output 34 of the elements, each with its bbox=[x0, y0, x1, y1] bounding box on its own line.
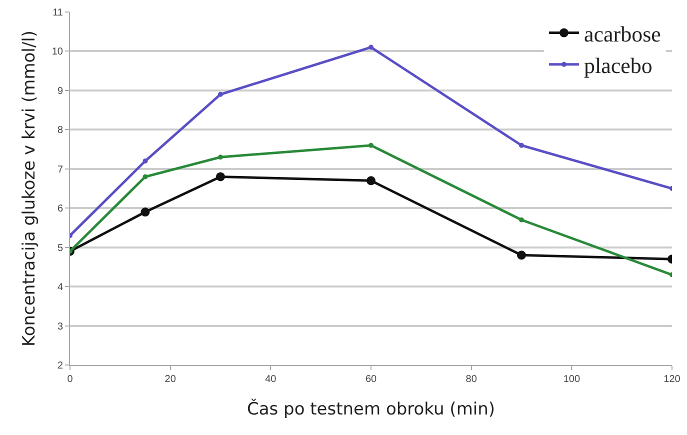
point bbox=[218, 154, 223, 160]
y-tick-label: 7 bbox=[57, 164, 64, 176]
legend-label: acarbose bbox=[584, 21, 661, 46]
y-tick-label: 6 bbox=[57, 204, 64, 215]
point bbox=[368, 142, 374, 148]
point bbox=[519, 142, 524, 148]
point bbox=[368, 44, 374, 50]
y-tick-label: 4 bbox=[57, 282, 64, 294]
x-tick-label: 80 bbox=[466, 374, 478, 385]
x-tick-label: 0 bbox=[67, 374, 74, 385]
x-tick-label: 40 bbox=[265, 374, 277, 385]
point bbox=[142, 174, 148, 180]
x-tick-label: 120 bbox=[664, 374, 681, 385]
point bbox=[366, 176, 376, 186]
y-tick-label: 8 bbox=[57, 125, 64, 136]
x-tick-label: 60 bbox=[365, 374, 377, 385]
point bbox=[140, 208, 150, 217]
point bbox=[216, 172, 225, 182]
y-tick-label: 3 bbox=[57, 321, 64, 332]
y-tick-label: 9 bbox=[57, 86, 64, 97]
y-tick-label: 11 bbox=[52, 8, 64, 18]
point bbox=[218, 92, 223, 97]
y-tick-label: 2 bbox=[57, 360, 64, 372]
x-tick-label: 20 bbox=[164, 374, 176, 385]
y-tick-label: 5 bbox=[57, 242, 64, 254]
point bbox=[517, 250, 526, 260]
point bbox=[519, 217, 524, 222]
line-series bbox=[70, 142, 672, 278]
point bbox=[142, 158, 148, 164]
x-axis-title: Čas po testnem obroku (min) bbox=[246, 398, 496, 420]
y-axis-title: Koncentracija glukoze v krvi (mmol/l) bbox=[19, 30, 40, 346]
y-tick-label: 10 bbox=[52, 46, 64, 58]
x-tick-label: 100 bbox=[563, 374, 580, 385]
legend-label: placebo bbox=[584, 52, 652, 78]
